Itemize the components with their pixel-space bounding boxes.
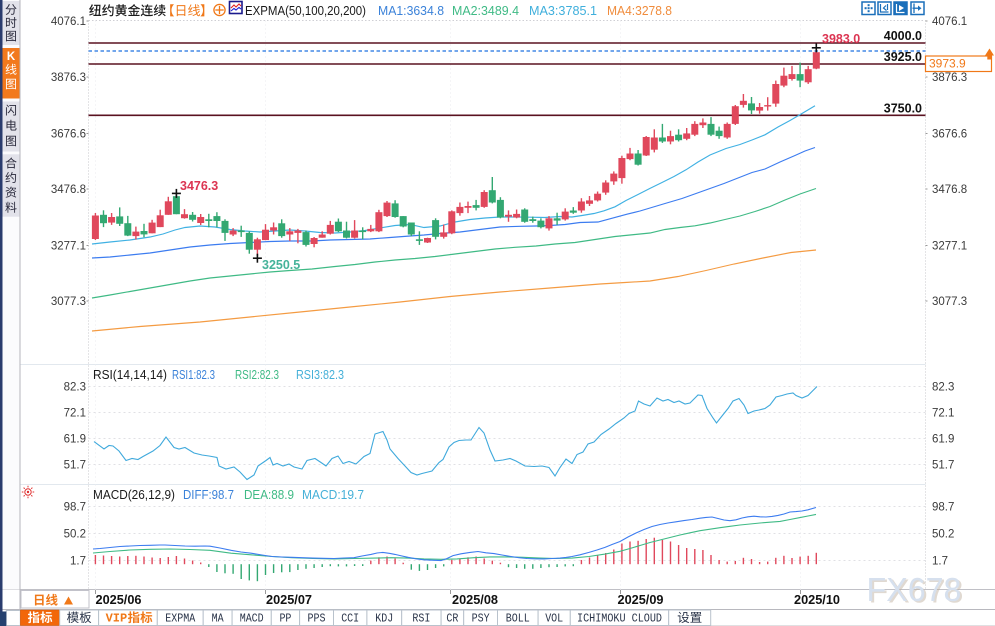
svg-text:PP: PP <box>279 613 291 626</box>
svg-text:82.3: 82.3 <box>64 382 86 394</box>
svg-text:3077.3: 3077.3 <box>51 296 86 308</box>
svg-text:50.2: 50.2 <box>64 529 86 541</box>
svg-text:1.7: 1.7 <box>70 556 86 568</box>
svg-text:3750.0: 3750.0 <box>884 101 922 115</box>
svg-text:3925.0: 3925.0 <box>884 50 922 64</box>
svg-text:3077.3: 3077.3 <box>932 296 967 308</box>
svg-text:ICHIMOKU CLOUD: ICHIMOKU CLOUD <box>577 613 662 626</box>
svg-text:3876.3: 3876.3 <box>932 72 967 84</box>
svg-text:DIFF:98.7: DIFF:98.7 <box>183 488 234 502</box>
svg-text:KDJ: KDJ <box>375 613 393 626</box>
svg-text:3476.8: 3476.8 <box>51 184 86 196</box>
svg-text:FX678: FX678 <box>869 573 964 610</box>
svg-text:MA4:3278.8: MA4:3278.8 <box>607 3 672 18</box>
svg-text:2025/06: 2025/06 <box>96 593 142 607</box>
svg-text:EXPMA(50,100,20,200): EXPMA(50,100,20,200) <box>245 3 366 18</box>
svg-text:61.9: 61.9 <box>64 434 86 446</box>
svg-text:MA3:3785.1: MA3:3785.1 <box>529 3 597 18</box>
svg-text:4076.1: 4076.1 <box>932 16 967 28</box>
svg-text:72.1: 72.1 <box>932 408 954 420</box>
svg-text:MA: MA <box>212 613 224 626</box>
svg-text:4000.0: 4000.0 <box>884 29 922 43</box>
svg-text:RSI1:82.3: RSI1:82.3 <box>172 368 215 382</box>
svg-text:EXPMA: EXPMA <box>165 613 195 626</box>
svg-text:MA1:3634.8: MA1:3634.8 <box>378 3 444 18</box>
svg-text:3250.5: 3250.5 <box>262 258 300 272</box>
svg-text:98.7: 98.7 <box>932 502 954 514</box>
svg-text:3277.1: 3277.1 <box>932 241 967 253</box>
svg-text:CR: CR <box>446 613 458 626</box>
svg-text:2025/08: 2025/08 <box>452 593 498 607</box>
svg-text:51.7: 51.7 <box>932 460 954 472</box>
svg-text:2025/09: 2025/09 <box>618 593 664 607</box>
svg-text:MACD: MACD <box>240 613 264 626</box>
svg-text:RSI2:82.3: RSI2:82.3 <box>235 368 279 382</box>
svg-text:RSI: RSI <box>412 613 430 626</box>
svg-text:K: K <box>7 51 16 63</box>
svg-text:RSI3:82.3: RSI3:82.3 <box>296 368 344 382</box>
svg-text:RSI(14,14,14): RSI(14,14,14) <box>93 368 167 382</box>
svg-text:CCI: CCI <box>341 613 359 626</box>
svg-text:3676.6: 3676.6 <box>51 129 86 141</box>
svg-text:MACD(26,12,9): MACD(26,12,9) <box>93 488 175 502</box>
svg-text:DEA:88.9: DEA:88.9 <box>244 488 294 502</box>
svg-text:2025/07: 2025/07 <box>266 593 312 607</box>
svg-text:MACD:19.7: MACD:19.7 <box>302 488 364 502</box>
svg-text:2025/10: 2025/10 <box>794 593 840 607</box>
svg-text:PPS: PPS <box>308 613 326 626</box>
svg-text:3676.6: 3676.6 <box>932 129 967 141</box>
svg-text:3983.0: 3983.0 <box>822 32 860 46</box>
svg-text:FX678: FX678 <box>867 571 962 608</box>
svg-text:3876.3: 3876.3 <box>51 72 86 84</box>
svg-text:3476.8: 3476.8 <box>932 184 967 196</box>
svg-text:BOLL: BOLL <box>506 613 530 626</box>
svg-text:4076.1: 4076.1 <box>51 16 86 28</box>
svg-text:98.7: 98.7 <box>64 502 86 514</box>
svg-text:1.7: 1.7 <box>932 556 948 568</box>
svg-text:VOL: VOL <box>545 613 563 626</box>
svg-text:72.1: 72.1 <box>64 408 86 420</box>
svg-text:51.7: 51.7 <box>64 460 86 472</box>
svg-text:50.2: 50.2 <box>932 529 954 541</box>
svg-text:82.3: 82.3 <box>932 382 954 394</box>
svg-text:3277.1: 3277.1 <box>51 241 86 253</box>
svg-text:PSY: PSY <box>472 613 490 626</box>
svg-text:61.9: 61.9 <box>932 434 954 446</box>
svg-text:VIP: VIP <box>106 612 128 626</box>
svg-text:3476.3: 3476.3 <box>180 179 218 193</box>
svg-text:MA2:3489.4: MA2:3489.4 <box>452 3 519 18</box>
svg-text:3973.9: 3973.9 <box>929 57 966 71</box>
